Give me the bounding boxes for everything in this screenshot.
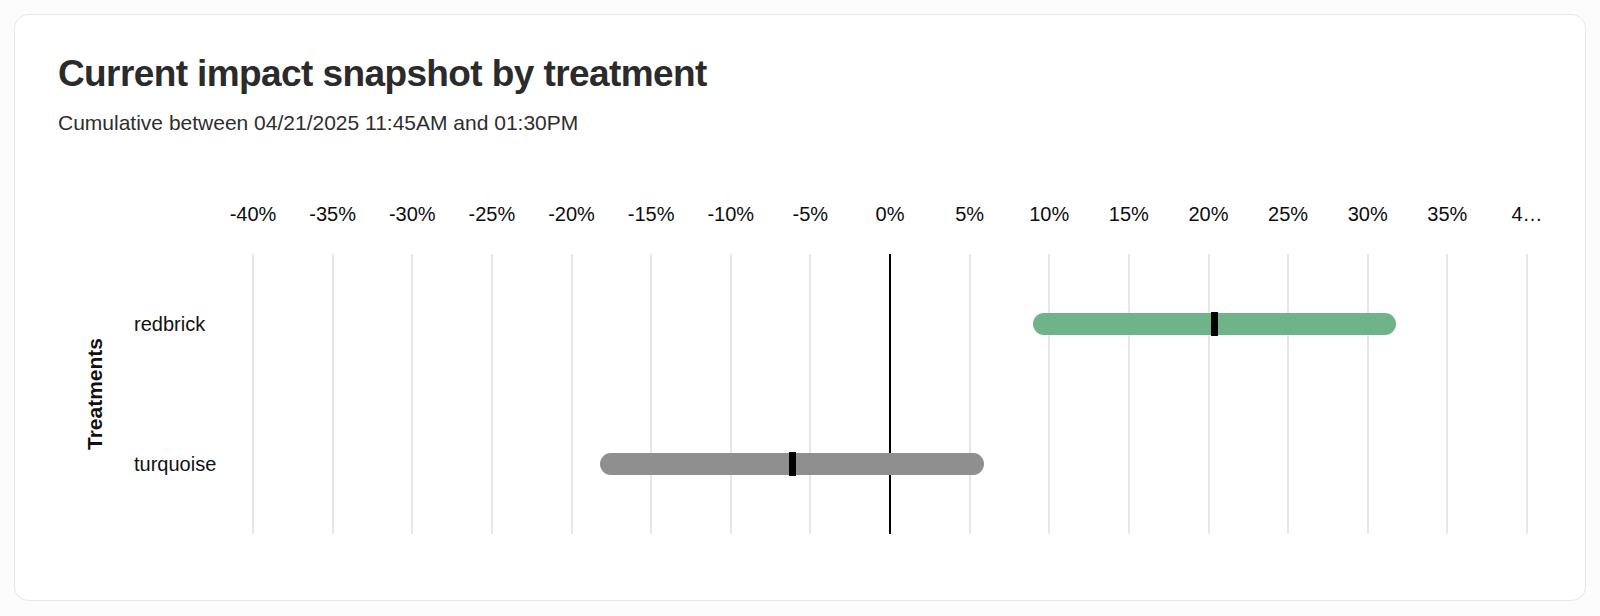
gridline-5 [969,254,971,534]
x-tick-label--25: -25% [469,203,516,226]
point-marker-turquoise[interactable] [789,452,796,476]
gridline--30 [411,254,413,534]
gridline--5 [809,254,811,534]
gridline--15 [650,254,652,534]
x-tick-label--30: -30% [389,203,436,226]
x-tick-label-5: 5% [955,203,984,226]
gridline-30 [1367,254,1369,534]
point-marker-redbrick[interactable] [1211,312,1218,336]
x-tick-label-40: 4… [1511,203,1542,226]
x-tick-label-35: 35% [1427,203,1467,226]
x-tick-label-10: 10% [1029,203,1069,226]
gridline--40 [252,254,254,534]
gridline-10 [1048,254,1050,534]
x-tick-label--40: -40% [230,203,277,226]
x-tick-label--35: -35% [309,203,356,226]
x-tick-label-25: 25% [1268,203,1308,226]
x-tick-label--15: -15% [628,203,675,226]
category-label-turquoise: turquoise [134,452,216,476]
gridline-20 [1208,254,1210,534]
gridline-35 [1446,254,1448,534]
gridline-25 [1287,254,1289,534]
gridline--10 [730,254,732,534]
gridline-40 [1526,254,1528,534]
gridline--20 [571,254,573,534]
gridline--35 [332,254,334,534]
x-tick-label-15: 15% [1109,203,1149,226]
x-tick-label-30: 30% [1348,203,1388,226]
chart-card: Current impact snapshot by treatment Cum… [14,14,1586,601]
plot-area: -40% -35% -30% -25% -20% -15% -10% -5% 0% 5% 10% 15… [15,15,1587,602]
category-label-redbrick: redbrick [134,312,205,336]
x-tick-label--20: -20% [548,203,595,226]
x-tick-label--5: -5% [793,203,829,226]
gridline-15 [1128,254,1130,534]
x-tick-label-20: 20% [1188,203,1228,226]
zero-axis-line [889,254,891,534]
x-tick-label--10: -10% [707,203,754,226]
gridline--25 [491,254,493,534]
x-tick-label-0: 0% [876,203,905,226]
